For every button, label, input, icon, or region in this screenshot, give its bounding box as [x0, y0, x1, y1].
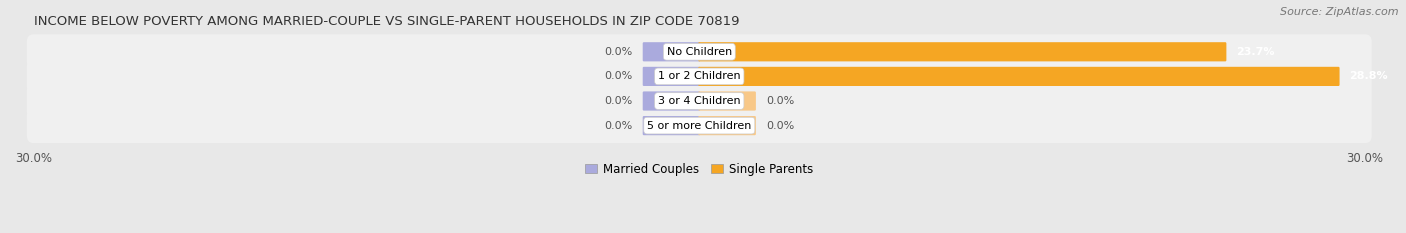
Text: No Children: No Children — [666, 47, 733, 57]
Text: Source: ZipAtlas.com: Source: ZipAtlas.com — [1281, 7, 1399, 17]
FancyBboxPatch shape — [643, 91, 700, 111]
Text: 0.0%: 0.0% — [766, 96, 794, 106]
Text: 0.0%: 0.0% — [605, 71, 633, 81]
Text: 3 or 4 Children: 3 or 4 Children — [658, 96, 741, 106]
FancyBboxPatch shape — [699, 116, 756, 135]
FancyBboxPatch shape — [27, 84, 1372, 119]
FancyBboxPatch shape — [27, 108, 1372, 143]
FancyBboxPatch shape — [643, 116, 700, 135]
Text: 5 or more Children: 5 or more Children — [647, 121, 751, 131]
FancyBboxPatch shape — [643, 67, 700, 86]
FancyBboxPatch shape — [699, 42, 1226, 61]
Text: 0.0%: 0.0% — [766, 121, 794, 131]
FancyBboxPatch shape — [699, 91, 756, 111]
FancyBboxPatch shape — [27, 34, 1372, 69]
Legend: Married Couples, Single Parents: Married Couples, Single Parents — [581, 158, 818, 180]
Text: 0.0%: 0.0% — [605, 121, 633, 131]
Text: 0.0%: 0.0% — [605, 96, 633, 106]
Text: 28.8%: 28.8% — [1350, 71, 1388, 81]
Text: 0.0%: 0.0% — [605, 47, 633, 57]
Text: INCOME BELOW POVERTY AMONG MARRIED-COUPLE VS SINGLE-PARENT HOUSEHOLDS IN ZIP COD: INCOME BELOW POVERTY AMONG MARRIED-COUPL… — [34, 15, 740, 28]
Text: 1 or 2 Children: 1 or 2 Children — [658, 71, 741, 81]
FancyBboxPatch shape — [27, 59, 1372, 94]
Text: 23.7%: 23.7% — [1236, 47, 1275, 57]
FancyBboxPatch shape — [643, 42, 700, 61]
FancyBboxPatch shape — [699, 67, 1340, 86]
